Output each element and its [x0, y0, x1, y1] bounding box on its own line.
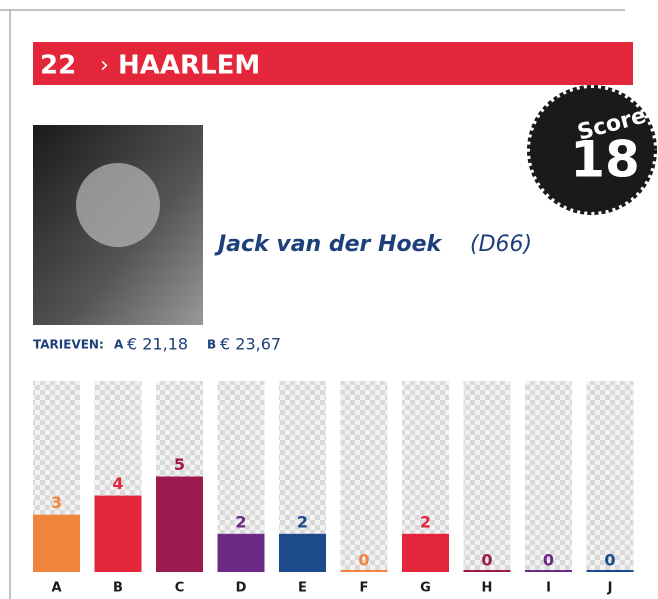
- header-city: HAARLEM: [118, 51, 260, 81]
- value-label: 0: [358, 551, 369, 570]
- tariffs-label: TARIEVEN:: [33, 338, 104, 352]
- bar: [33, 515, 80, 572]
- x-tick-label: F: [360, 581, 369, 596]
- x-tick-label: A: [51, 581, 61, 596]
- value-label: 5: [174, 455, 185, 474]
- bar-background: [341, 381, 388, 572]
- value-label: 4: [112, 474, 123, 493]
- bar: [156, 477, 203, 573]
- bar: [218, 534, 265, 572]
- value-label: 0: [543, 551, 554, 570]
- tariff-value: € 23,67: [220, 335, 281, 354]
- x-tick-label: I: [546, 581, 551, 596]
- bar: [402, 534, 449, 572]
- bar: [279, 534, 326, 572]
- score-value: 18: [570, 131, 640, 189]
- x-tick-label: G: [420, 581, 431, 596]
- bar-background: [587, 381, 634, 572]
- person-party: (D66): [470, 232, 532, 257]
- infographic: 22 › HAARLEM Score 18 Jack van der Hoek …: [0, 0, 658, 599]
- bar-background: [525, 381, 572, 572]
- value-label: 0: [604, 551, 615, 570]
- value-label: 2: [235, 512, 246, 531]
- x-tick-label: C: [175, 581, 185, 596]
- person-name: Jack van der Hoek: [214, 232, 442, 257]
- x-tick-label: E: [298, 581, 307, 596]
- header-separator: ›: [100, 53, 109, 78]
- x-tick-label: J: [607, 581, 613, 596]
- tariff-key: B: [207, 338, 216, 352]
- tariff-key: A: [114, 338, 124, 352]
- value-label: 2: [420, 512, 431, 531]
- x-tick-label: H: [482, 581, 493, 596]
- bar-background: [464, 381, 511, 572]
- value-label: 2: [297, 512, 308, 531]
- x-tick-label: D: [236, 581, 247, 596]
- header-number: 22: [40, 51, 76, 81]
- value-label: 0: [481, 551, 492, 570]
- x-tick-label: B: [113, 581, 123, 596]
- tariff-value: € 21,18: [127, 335, 188, 354]
- portrait-face: [76, 163, 160, 247]
- bar: [95, 496, 142, 572]
- value-label: 3: [51, 493, 62, 512]
